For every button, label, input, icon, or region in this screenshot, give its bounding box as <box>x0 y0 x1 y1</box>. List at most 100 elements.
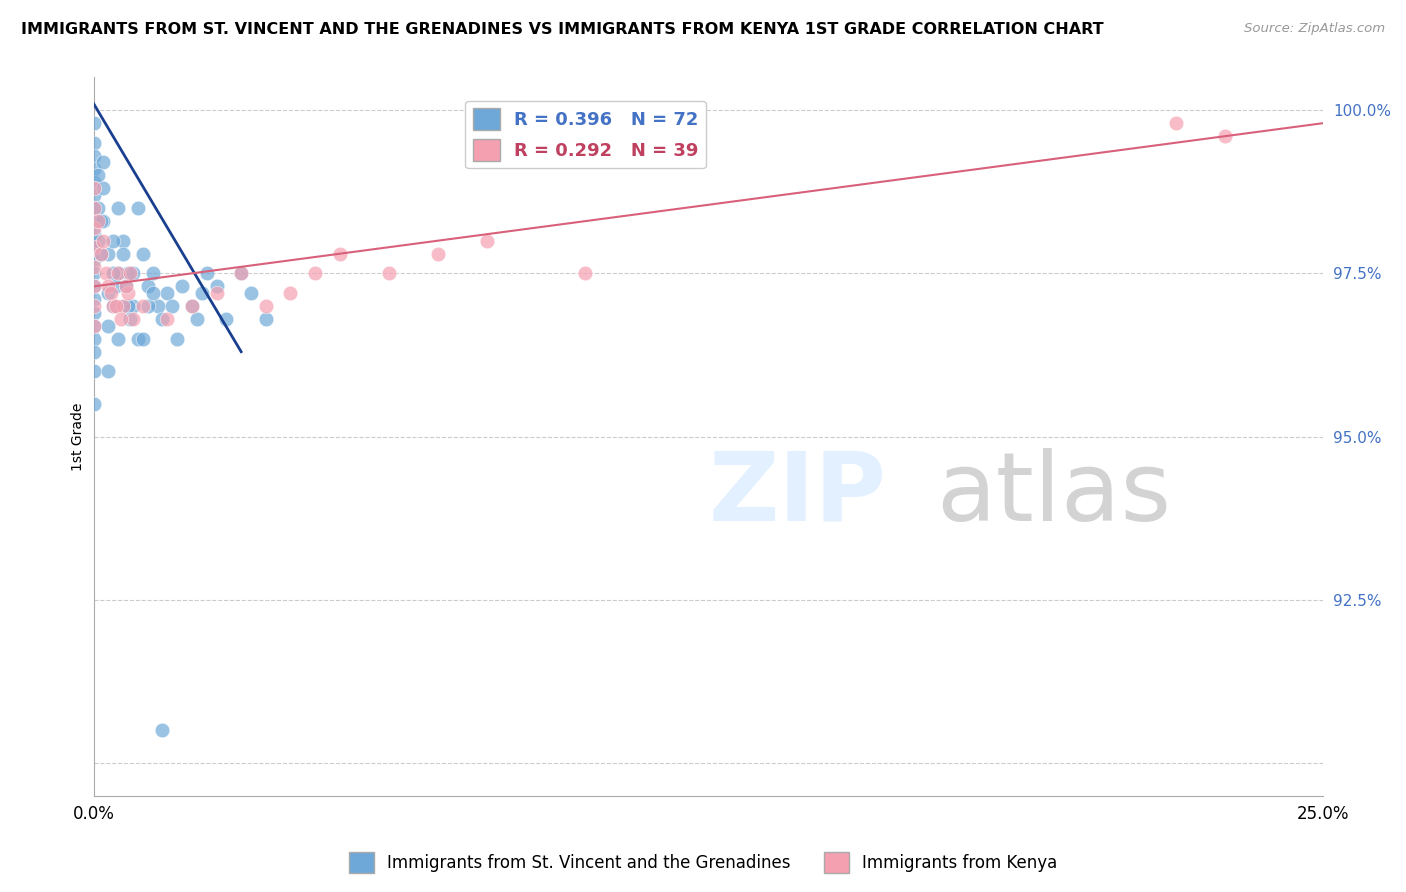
Point <box>132 332 155 346</box>
Point <box>83 253 105 268</box>
Point <box>83 266 105 280</box>
Point <box>87 169 110 183</box>
Point <box>87 214 110 228</box>
Point <box>152 723 174 738</box>
Point <box>83 214 105 228</box>
Point <box>122 266 145 280</box>
Point <box>83 318 105 333</box>
Point <box>162 299 184 313</box>
Point <box>328 246 350 260</box>
Point <box>1213 129 1236 144</box>
Point <box>152 312 174 326</box>
Text: IMMIGRANTS FROM ST. VINCENT AND THE GRENADINES VS IMMIGRANTS FROM KENYA 1ST GRAD: IMMIGRANTS FROM ST. VINCENT AND THE GREN… <box>21 22 1104 37</box>
Point <box>146 299 169 313</box>
Point <box>110 312 132 326</box>
Point <box>83 332 105 346</box>
Point <box>132 299 155 313</box>
Point <box>112 234 135 248</box>
Point <box>377 266 399 280</box>
Text: Source: ZipAtlas.com: Source: ZipAtlas.com <box>1244 22 1385 36</box>
Point <box>120 266 142 280</box>
Point <box>93 181 115 195</box>
Point <box>426 246 449 260</box>
Point <box>254 312 277 326</box>
Point <box>97 318 120 333</box>
Legend: Immigrants from St. Vincent and the Grenadines, Immigrants from Kenya: Immigrants from St. Vincent and the Gren… <box>342 846 1064 880</box>
Point <box>83 136 105 150</box>
Point <box>90 246 112 260</box>
Point <box>87 201 110 215</box>
Point <box>103 299 125 313</box>
Point <box>127 332 149 346</box>
Point <box>231 266 253 280</box>
Point <box>83 344 105 359</box>
Point <box>83 201 105 215</box>
Point <box>107 266 129 280</box>
Point <box>93 155 115 169</box>
Point <box>132 246 155 260</box>
Point <box>142 266 165 280</box>
Point <box>83 181 105 195</box>
Point <box>83 397 105 411</box>
Point <box>117 285 139 300</box>
Point <box>156 312 179 326</box>
Point <box>97 246 120 260</box>
Point <box>103 266 125 280</box>
Point <box>181 299 204 313</box>
Point <box>104 279 127 293</box>
Point <box>104 299 127 313</box>
Point <box>103 234 125 248</box>
Point <box>83 149 105 163</box>
Point <box>278 285 301 300</box>
Point <box>94 266 117 280</box>
Point <box>254 299 277 313</box>
Point <box>191 285 214 300</box>
Point <box>83 220 105 235</box>
Point <box>304 266 326 280</box>
Point <box>240 285 263 300</box>
Text: atlas: atlas <box>936 448 1171 541</box>
Point <box>90 246 112 260</box>
Point <box>112 246 135 260</box>
Point <box>83 299 105 313</box>
Point <box>475 234 498 248</box>
Point <box>127 201 149 215</box>
Point <box>83 279 105 293</box>
Point <box>181 299 204 313</box>
Point <box>90 214 112 228</box>
Point <box>215 312 238 326</box>
Point <box>136 299 159 313</box>
Y-axis label: 1st Grade: 1st Grade <box>72 402 86 471</box>
Point <box>117 266 139 280</box>
Text: ZIP: ZIP <box>709 448 886 541</box>
Point <box>83 240 105 254</box>
Point <box>83 201 105 215</box>
Point <box>83 227 105 242</box>
Point <box>87 234 110 248</box>
Point <box>114 279 136 293</box>
Point <box>97 279 120 293</box>
Point <box>83 116 105 130</box>
Point <box>205 279 228 293</box>
Point <box>83 260 105 274</box>
Point <box>83 318 105 333</box>
Point <box>195 266 218 280</box>
Point <box>114 279 136 293</box>
Point <box>112 299 135 313</box>
Point <box>172 279 194 293</box>
Point <box>186 312 208 326</box>
Point <box>1164 116 1187 130</box>
Point <box>83 188 105 202</box>
Point <box>97 364 120 378</box>
Point <box>83 305 105 319</box>
Point <box>205 285 228 300</box>
Point <box>107 266 129 280</box>
Point <box>83 279 105 293</box>
Point <box>93 214 115 228</box>
Point <box>112 299 135 313</box>
Point <box>97 285 120 300</box>
Point <box>83 364 105 378</box>
Point <box>122 299 145 313</box>
Point <box>120 312 142 326</box>
Point <box>83 240 105 254</box>
